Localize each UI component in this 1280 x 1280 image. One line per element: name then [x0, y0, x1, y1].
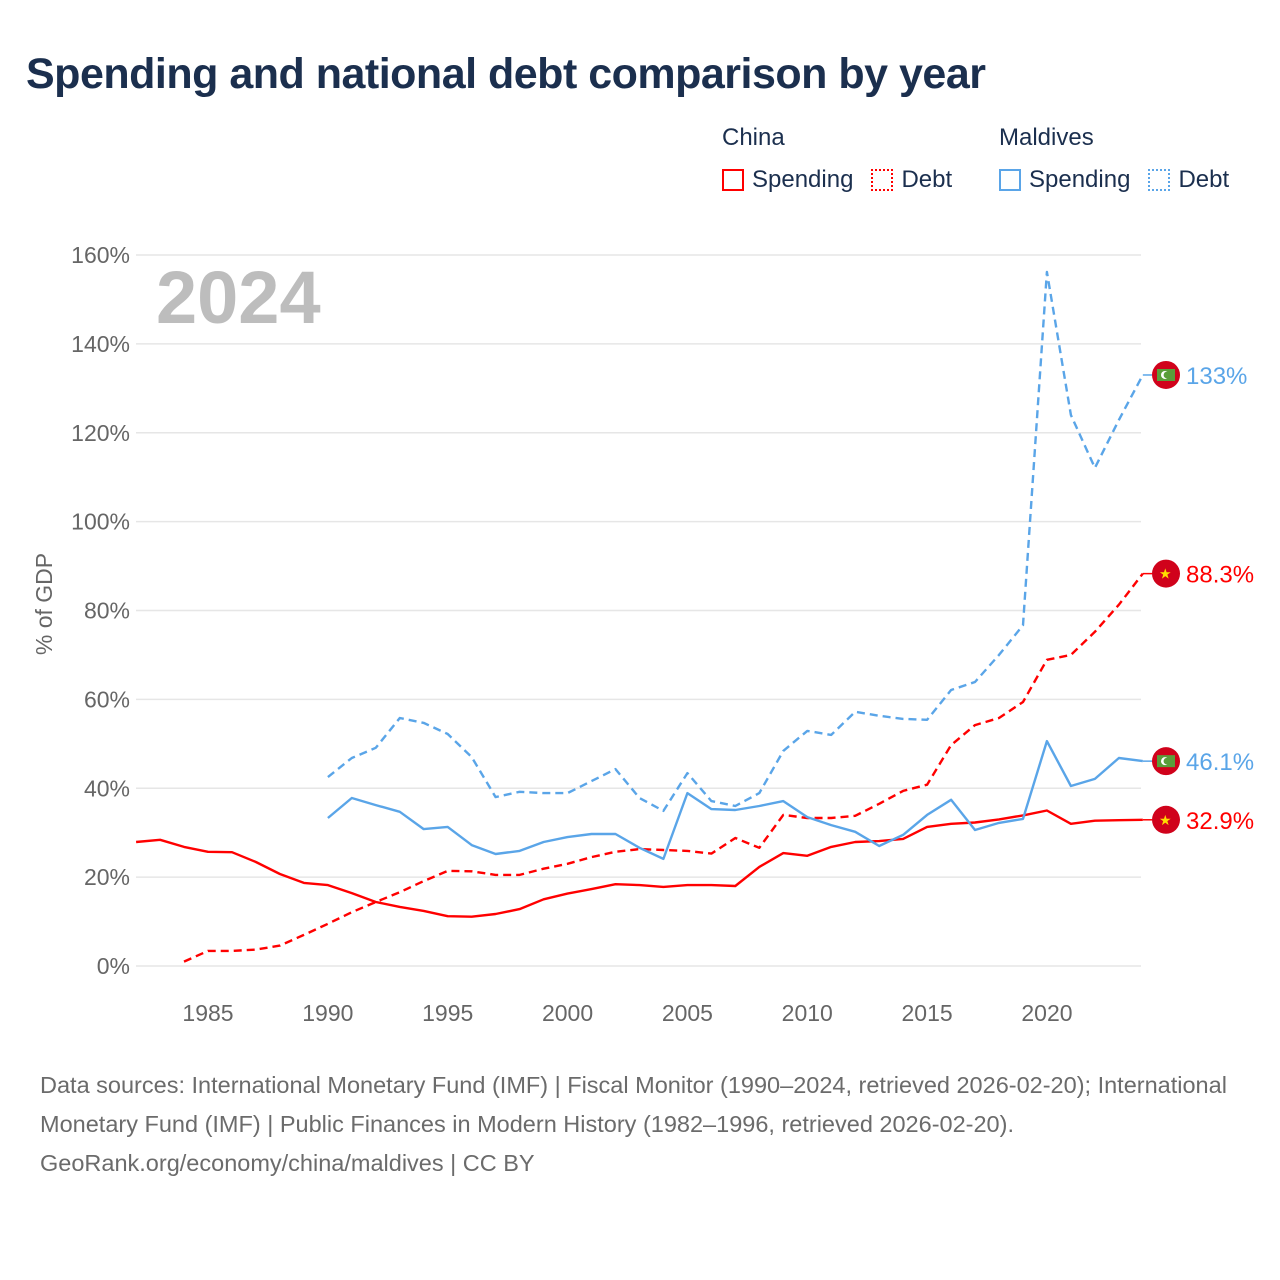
y-tick-label: 0% [97, 953, 130, 979]
source-text: Data sources: International Monetary Fun… [40, 1072, 1227, 1137]
legend-group-china: China Spending Debt [722, 124, 970, 194]
legend-swatch-dotted [871, 169, 894, 191]
end-value-label: 133% [1186, 363, 1247, 390]
legend-country-label: Maldives [999, 124, 1094, 151]
legend-label: Spending [1029, 166, 1131, 193]
source-note: Data sources: International Monetary Fun… [40, 1066, 1240, 1183]
legend-label: Debt [901, 166, 953, 193]
y-tick-label: 120% [71, 420, 130, 446]
chart-title: Spending and national debt comparison by… [26, 50, 986, 98]
end-value-label: 46.1% [1186, 749, 1254, 776]
y-tick-label: 60% [84, 686, 130, 712]
crescent-cut [1163, 757, 1171, 765]
series-line-maldives-spending [327, 739, 1143, 861]
y-tick-label: 40% [84, 775, 130, 801]
legend-label: Debt [1178, 166, 1230, 193]
y-tick-label: 100% [71, 509, 130, 535]
end-value-label: 88.3% [1186, 562, 1254, 589]
legend-swatch-solid [722, 169, 744, 191]
china-flag-icon [1152, 559, 1180, 588]
legend-country-label: China [722, 124, 785, 151]
end-value-label: 32.9% [1186, 808, 1254, 835]
legend-item-china-spending[interactable]: Spending [722, 166, 853, 194]
legend-label: Spending [752, 166, 854, 193]
x-tick-label: 2015 [902, 1000, 953, 1026]
y-tick-label: 20% [84, 864, 130, 890]
legend-swatch-dotted [1148, 169, 1171, 191]
legend-swatch-solid [999, 169, 1021, 191]
x-tick-label: 1985 [182, 1000, 233, 1026]
y-tick-label: 80% [84, 598, 130, 624]
x-tick-label: 2000 [542, 1000, 593, 1026]
x-tick-label: 1990 [302, 1000, 353, 1026]
series-line-china-debt [183, 572, 1144, 963]
legend-item-china-debt[interactable]: Debt [871, 166, 952, 194]
legend-group-maldives: Maldives Spending Debt [999, 124, 1229, 194]
star-icon: ★ [1159, 812, 1172, 828]
x-tick-label: 2005 [662, 1000, 713, 1026]
x-tick-label: 2010 [782, 1000, 833, 1026]
source-link[interactable]: GeoRank.org/economy/china/maldives | CC … [40, 1150, 535, 1176]
series-line-china-spending [135, 809, 1143, 918]
x-tick-label: 2020 [1021, 1000, 1072, 1026]
star-icon: ★ [1159, 566, 1172, 582]
y-axis-label: % of GDP [31, 553, 57, 655]
crescent-cut [1163, 371, 1171, 379]
line-chart: 0% 20% 40% 60% 80% 100% 120% 140% 160% 1985 1990 19… [31, 242, 1254, 1026]
y-tick-label: 160% [71, 242, 130, 268]
y-tick-label: 140% [71, 331, 130, 357]
china-flag-icon [1152, 805, 1180, 834]
legend-item-maldives-spending[interactable]: Spending [999, 166, 1130, 194]
legend-item-maldives-debt[interactable]: Debt [1148, 166, 1229, 194]
series-line-maldives-debt [327, 270, 1144, 813]
year-watermark: 2024 [156, 256, 321, 339]
x-tick-label: 1995 [422, 1000, 473, 1026]
